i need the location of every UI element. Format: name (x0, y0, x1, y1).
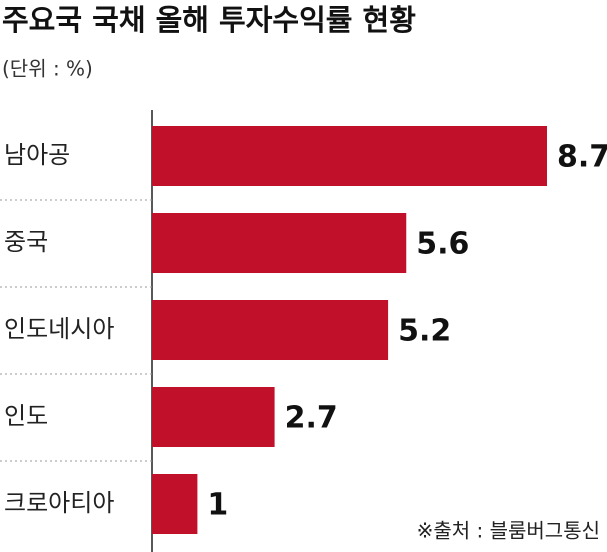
chart-title: 주요국 국채 올해 투자수익률 현황 (2, 3, 416, 37)
value-label: 8.7 (557, 140, 607, 175)
value-label: 1 (207, 488, 228, 523)
category-label: 인도네시아 (4, 315, 114, 343)
bar (152, 387, 275, 447)
category-label: 크로아티아 (4, 489, 114, 517)
value-label: 2.7 (285, 401, 338, 436)
category-label: 인도 (4, 402, 48, 430)
chart-subtitle: (단위 : %) (2, 57, 93, 81)
value-label: 5.6 (416, 227, 469, 262)
source: ※출처 : 블룸버그통신 (417, 519, 600, 543)
bar (152, 300, 389, 360)
category-label: 남아공 (4, 141, 70, 169)
category-label: 중국 (4, 228, 48, 256)
bar (152, 126, 547, 186)
value-label: 5.2 (398, 314, 451, 349)
bar (152, 213, 407, 273)
bar (152, 474, 198, 534)
